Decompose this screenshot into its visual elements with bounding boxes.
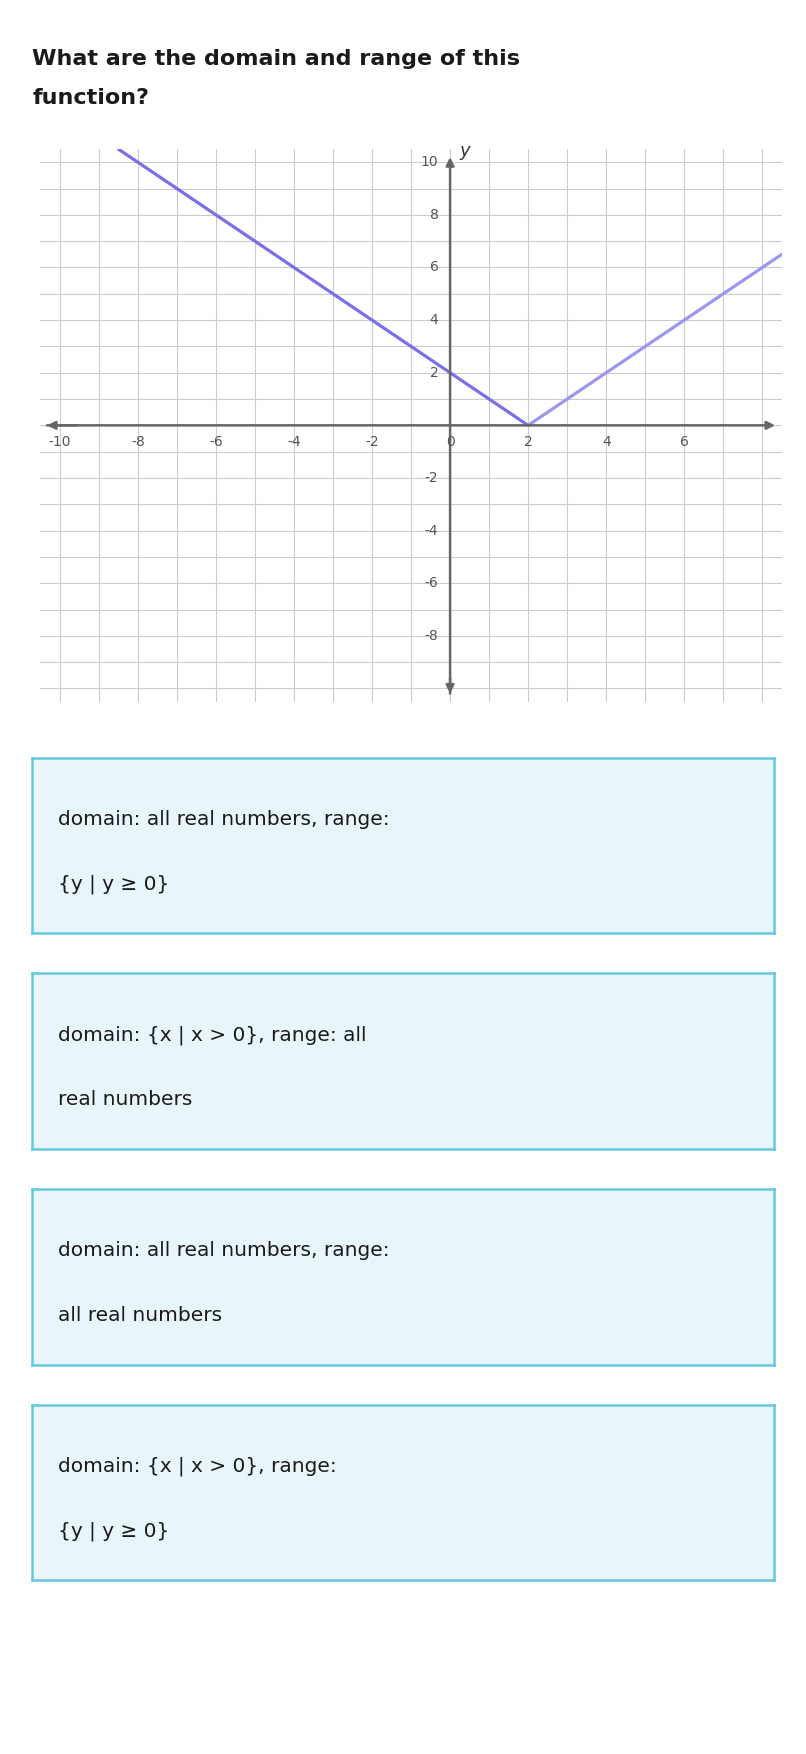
Text: real numbers: real numbers (58, 1091, 193, 1109)
Text: y: y (460, 142, 471, 160)
Text: domain: {x | x > 0}, range:: domain: {x | x > 0}, range: (58, 1456, 337, 1477)
Text: domain: {x | x > 0}, range: all: domain: {x | x > 0}, range: all (58, 1024, 367, 1045)
Text: -8: -8 (425, 630, 438, 642)
Text: 0: 0 (446, 435, 455, 449)
Text: 4: 4 (430, 314, 438, 326)
Text: -10: -10 (48, 435, 71, 449)
Text: 6: 6 (430, 261, 438, 274)
Text: -4: -4 (425, 524, 438, 537)
Text: 2: 2 (524, 435, 533, 449)
Text: -8: -8 (131, 435, 145, 449)
Text: -6: -6 (209, 435, 222, 449)
Text: domain: all real numbers, range:: domain: all real numbers, range: (58, 810, 390, 828)
Text: -4: -4 (287, 435, 301, 449)
Text: 6: 6 (679, 435, 688, 449)
Text: all real numbers: all real numbers (58, 1307, 222, 1324)
Text: -2: -2 (425, 472, 438, 484)
Text: function?: function? (32, 88, 149, 107)
Text: {y | y ≥ 0}: {y | y ≥ 0} (58, 873, 169, 895)
Text: 10: 10 (421, 156, 438, 168)
Text: domain: all real numbers, range:: domain: all real numbers, range: (58, 1242, 390, 1259)
Text: 2: 2 (430, 367, 438, 379)
Text: -2: -2 (365, 435, 379, 449)
Text: What are the domain and range of this: What are the domain and range of this (32, 49, 520, 68)
Text: 8: 8 (430, 209, 438, 221)
Text: 4: 4 (602, 435, 611, 449)
Text: {y | y ≥ 0}: {y | y ≥ 0} (58, 1521, 169, 1542)
Text: -6: -6 (425, 577, 438, 589)
